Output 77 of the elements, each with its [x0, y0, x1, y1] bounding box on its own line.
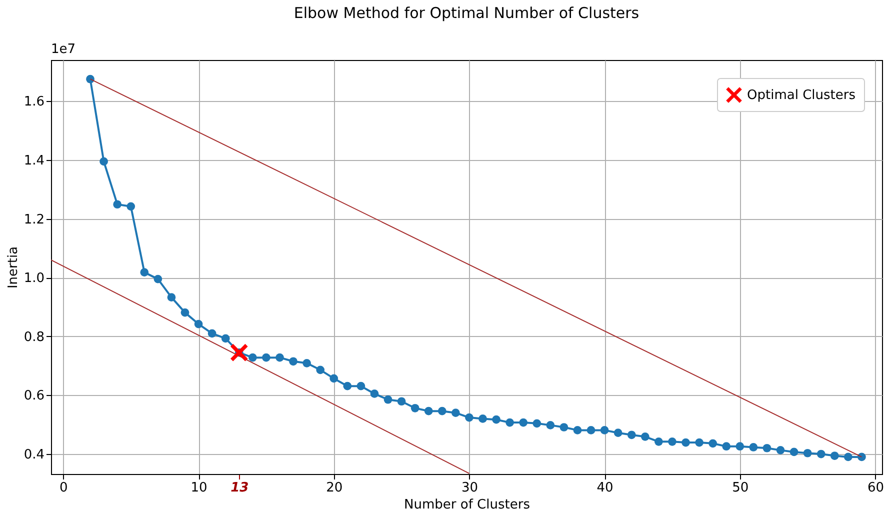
y-tick-label: 1.4: [24, 153, 44, 168]
point: [830, 452, 839, 460]
point: [478, 414, 487, 423]
point: [776, 446, 785, 454]
y-axis-title: Inertia: [6, 246, 21, 289]
x-tick-label: 30: [461, 480, 478, 496]
point: [330, 374, 338, 383]
point: [126, 202, 136, 211]
x-tick-label: 20: [326, 480, 343, 496]
point: [424, 406, 433, 416]
point: [370, 390, 379, 398]
x-axis-title: Number of Clusters: [404, 498, 530, 512]
y-tick-label: 0.4: [24, 448, 44, 463]
point: [762, 444, 772, 452]
point: [154, 274, 162, 284]
point: [302, 358, 311, 368]
point: [289, 357, 298, 366]
y-tick-label: 1.2: [24, 212, 44, 228]
legend-label: Optimal Clusters: [747, 88, 856, 103]
point: [384, 395, 392, 404]
point: [167, 293, 176, 302]
point: [248, 353, 257, 362]
x-tick-label: 40: [596, 480, 614, 496]
y-tick-label: 0.8: [24, 330, 44, 345]
point: [816, 450, 826, 458]
point: [573, 426, 582, 434]
point: [708, 439, 718, 448]
point: [682, 438, 690, 447]
point: [276, 353, 284, 362]
point: [438, 406, 446, 416]
point: [736, 442, 744, 451]
point: [180, 308, 190, 317]
point: [194, 320, 203, 328]
point: [546, 421, 555, 430]
point: [465, 413, 474, 422]
point: [410, 404, 420, 412]
point: [316, 366, 325, 374]
point: [640, 432, 650, 441]
y-tick-label: 1.6: [24, 94, 44, 110]
point: [614, 428, 622, 438]
point: [790, 448, 798, 456]
point: [695, 438, 704, 447]
point: [100, 157, 108, 166]
point: [356, 382, 366, 390]
point: [722, 442, 731, 451]
x-tick-label: 0: [60, 480, 68, 496]
point: [519, 418, 528, 427]
point: [230, 344, 248, 362]
point: [451, 408, 460, 418]
y-tick-label: 1.0: [24, 271, 44, 286]
text: 1e7: [51, 42, 76, 57]
point: [343, 382, 352, 390]
point: [654, 437, 663, 446]
point: [113, 200, 122, 209]
x-tick-label: 60: [867, 480, 884, 496]
x-tick-label: 13: [230, 480, 249, 496]
point: [668, 437, 676, 446]
point: [397, 397, 406, 406]
point: [803, 448, 812, 458]
point: [586, 426, 596, 434]
chart-title: Elbow Method for Optimal Number of Clusters: [294, 4, 640, 22]
point: [532, 419, 542, 428]
point: [627, 430, 636, 440]
point: [560, 423, 568, 432]
point: [221, 334, 230, 343]
x-tick-label: 50: [732, 480, 749, 496]
point: [208, 329, 216, 338]
y-tick-label: 0.6: [24, 388, 44, 404]
x-tick-label: 10: [190, 480, 208, 496]
point: [140, 268, 149, 276]
point: [749, 443, 758, 452]
point: [844, 452, 852, 462]
point: [506, 418, 514, 427]
point: [492, 415, 500, 424]
point: [86, 74, 94, 84]
point: [262, 353, 270, 362]
point: [600, 426, 609, 434]
